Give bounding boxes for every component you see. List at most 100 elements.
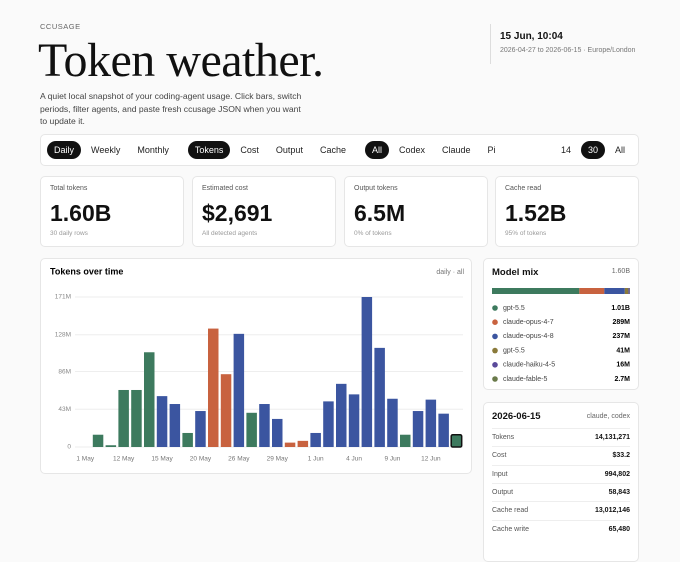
y-tick-label: 0: [67, 444, 71, 451]
x-tick-label: 12 Jun: [421, 456, 441, 463]
bar[interactable]: [387, 399, 398, 447]
stat-note: 30 daily rows: [50, 230, 88, 237]
description: A quiet local snapshot of your coding-ag…: [40, 90, 302, 128]
legend-dot: [492, 305, 498, 311]
detail-row: Output 58,843: [492, 483, 630, 501]
filter-option[interactable]: 14: [554, 141, 578, 159]
detail-value: 14,131,271: [595, 434, 630, 441]
bar[interactable]: [272, 419, 283, 447]
bar[interactable]: [221, 374, 232, 447]
legend-name: gpt-5.5: [503, 347, 525, 354]
bar[interactable]: [451, 435, 462, 447]
filter-option[interactable]: 30: [581, 141, 605, 159]
detail-row: Cache write 65,480: [492, 520, 630, 538]
mix-segment: [628, 288, 629, 294]
bar[interactable]: [144, 352, 155, 447]
legend-name: gpt-5.5: [503, 305, 525, 312]
bar[interactable]: [106, 445, 117, 447]
legend-name: claude-opus-4-8: [503, 333, 554, 340]
detail-value: 994,802: [605, 471, 630, 478]
stat-value: $2,691: [202, 200, 272, 227]
mix-segment: [625, 288, 629, 294]
stat-value: 1.52B: [505, 200, 566, 227]
filter-option[interactable]: Claude: [435, 141, 478, 159]
bar[interactable]: [195, 411, 206, 447]
divider: [490, 24, 491, 64]
filter-option[interactable]: Pi: [481, 141, 503, 159]
bar[interactable]: [413, 411, 424, 447]
chart-title: Tokens over time: [50, 266, 123, 276]
bar[interactable]: [362, 297, 373, 447]
bar[interactable]: [118, 390, 128, 447]
bar[interactable]: [426, 400, 437, 447]
mix-segment: [604, 288, 624, 294]
detail-label: Cache read: [492, 507, 528, 514]
stat-label: Total tokens: [50, 185, 87, 192]
stat-value: 6.5M: [354, 200, 405, 227]
filter-option[interactable]: Monthly: [130, 141, 176, 159]
bar[interactable]: [170, 404, 181, 447]
bar[interactable]: [208, 329, 219, 447]
x-tick-label: 1 Jun: [308, 456, 324, 463]
legend-dot: [492, 362, 498, 368]
detail-label: Cache write: [492, 526, 529, 533]
filter-option[interactable]: Codex: [392, 141, 432, 159]
bar[interactable]: [298, 441, 309, 447]
bar[interactable]: [400, 435, 411, 447]
bar[interactable]: [323, 401, 334, 447]
bar[interactable]: [349, 394, 360, 447]
detail-value: 65,480: [609, 526, 630, 533]
bar[interactable]: [310, 433, 321, 447]
detail-row: Cost$33.2: [492, 446, 630, 464]
bar[interactable]: [246, 413, 257, 447]
legend-name: claude-haiku-4-5: [503, 362, 555, 369]
y-tick-label: 86M: [58, 368, 71, 375]
filter-option[interactable]: Cost: [233, 141, 266, 159]
filter-option[interactable]: Tokens: [188, 141, 231, 159]
filter-option[interactable]: All: [365, 141, 389, 159]
app: CCUSAGE Token weather.A quiet local snaps…: [0, 0, 680, 539]
detail-label: Output: [492, 489, 513, 496]
filter-option[interactable]: Output: [269, 141, 310, 159]
page: CCUSAGE Token weather.A quiet local snaps…: [0, 0, 680, 539]
bar[interactable]: [336, 384, 347, 447]
filter-option[interactable]: Daily: [47, 141, 81, 159]
legend-value: 289M: [612, 319, 630, 326]
detail-value: $33.2: [612, 452, 630, 459]
bar[interactable]: [93, 435, 104, 447]
detail-row: Input 994,802: [492, 465, 630, 483]
detail-agents: claude, codex: [587, 413, 630, 420]
bar[interactable]: [374, 348, 385, 447]
legend-name: claude-fable-5: [503, 376, 547, 383]
y-tick-label: 171M: [55, 294, 71, 301]
bar[interactable]: [285, 443, 296, 447]
detail-value: 58,843: [609, 489, 630, 496]
mix-segment: [579, 288, 604, 294]
detail-label: Input: [492, 471, 508, 478]
filter-option[interactable]: Cache: [313, 141, 353, 159]
y-tick-label: 43M: [58, 406, 71, 413]
filter-option[interactable]: Weekly: [84, 141, 127, 159]
x-tick-label: 4 Jun: [346, 456, 362, 463]
stat-label: Cache read: [505, 185, 541, 192]
bar[interactable]: [259, 404, 270, 447]
bar[interactable]: [131, 390, 142, 447]
bar[interactable]: [438, 414, 449, 447]
eyebrow: CCUSAGE: [40, 22, 81, 31]
bar[interactable]: [234, 334, 245, 447]
x-tick-label: 20 May: [190, 456, 212, 463]
bar[interactable]: [157, 396, 168, 447]
page-title: Token weather.: [38, 34, 324, 88]
filter-option[interactable]: All: [608, 141, 632, 159]
bar[interactable]: [182, 433, 193, 447]
